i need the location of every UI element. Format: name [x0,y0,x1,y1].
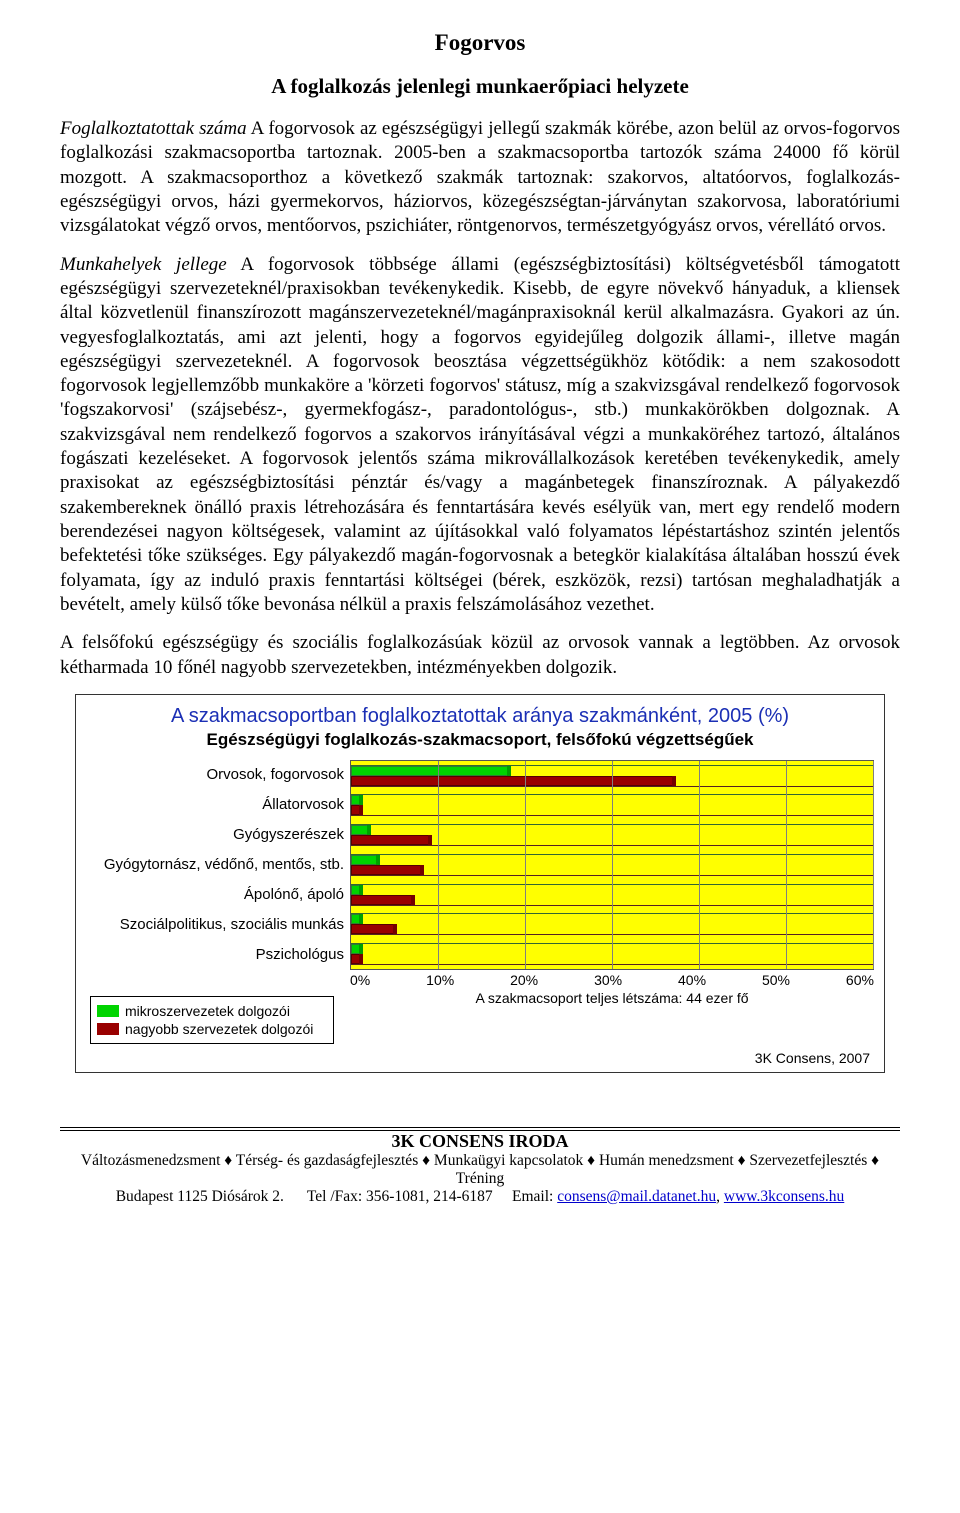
chart-legend-item: mikroszervezetek dolgozói [97,1003,327,1019]
footer-org: 3K CONSENS IRODA [60,1131,900,1152]
footer-web-link[interactable]: www.3kconsens.hu [724,1188,844,1205]
footer-service-item: Tréning [456,1170,505,1187]
doc-subtitle: A foglalkozás jelenlegi munkaerőpiaci he… [60,74,900,99]
chart-legend: mikroszervezetek dolgozói nagyobb szervez… [90,996,334,1044]
chart-category-label: Gyógytornász, védőnő, mentős, stb. [90,850,350,880]
paragraph-2: Munkahelyek jellege A fogorvosok többség… [60,253,900,618]
chart-plot-area [350,760,874,970]
chart-credit: 3K Consens, 2007 [86,1050,874,1066]
chart-container: A szakmacsoportban foglalkoztatottak ará… [75,694,885,1073]
footer-service-item: Humán menedzsment [599,1152,734,1169]
footer-service-item: Munkaügyi kapcsolatok [434,1152,583,1169]
chart-x-tick: 60% [846,972,874,988]
chart-category-label: Gyógyszerészek [90,820,350,850]
chart-category-label: Ápolónő, ápoló [90,880,350,910]
chart-subtitle: Egészségügyi foglalkozás-szakmacsoport, … [86,730,874,750]
footer-email-label: Email: [512,1188,557,1205]
legend-swatch [97,1005,119,1017]
footer-email-link[interactable]: consens@mail.datanet.hu [557,1188,716,1205]
chart-legend-item: nagyobb szervezetek dolgozói [97,1021,327,1037]
p2-lead: Munkahelyek jellege [60,254,227,275]
paragraph-1: Foglalkoztatottak száma A fogorvosok az … [60,117,900,239]
doc-title: Fogorvos [60,30,900,56]
chart-category-label: Pszichológus [90,940,350,970]
chart-y-labels: Orvosok, fogorvosokÁllatorvosokGyógyszer… [90,760,350,970]
chart-x-tick: 40% [678,972,706,988]
chart-category-label: Orvosok, fogorvosok [90,760,350,790]
chart-category-label: Állatorvosok [90,790,350,820]
chart-category-label: Szociálpolitikus, szociális munkás [90,910,350,940]
paragraph-3: A felsőfokú egészségügy és szociális fog… [60,631,900,680]
footer-address: Budapest 1125 Diósárok 2. [116,1188,284,1205]
footer-service-item: Változásmenedzsment [81,1152,220,1169]
footer-phone: Tel /Fax: 356-1081, 214-6187 [307,1188,493,1205]
legend-label: nagyobb szervezetek dolgozói [125,1021,313,1037]
chart-x-tick: 10% [426,972,454,988]
legend-swatch [97,1023,119,1035]
chart-x-tick: 50% [762,972,790,988]
p2-body: A fogorvosok többsége állami (egészségbi… [60,254,900,615]
footer-contact: Budapest 1125 Diósárok 2. Tel /Fax: 356-… [60,1188,900,1206]
page-footer: 3K CONSENS IRODA Változásmenedzsment ♦ T… [60,1127,900,1206]
footer-service-item: Térség- és gazdaságfejlesztés [236,1152,418,1169]
legend-label: mikroszervezetek dolgozói [125,1003,290,1019]
chart-x-note: A szakmacsoport teljes létszáma: 44 ezer… [350,990,874,1006]
chart-x-tick: 30% [594,972,622,988]
chart-x-tick: 20% [510,972,538,988]
chart-x-axis: 0% 10% 20% 30% 40% 50% 60% [350,972,874,988]
footer-service-item: Szervezetfejlesztés [749,1152,867,1169]
footer-services: Változásmenedzsment ♦ Térség- és gazdasá… [60,1152,900,1188]
p1-lead: Foglalkoztatottak száma [60,118,247,139]
chart-title: A szakmacsoportban foglalkoztatottak ará… [86,705,874,728]
chart-x-tick: 0% [350,972,370,988]
